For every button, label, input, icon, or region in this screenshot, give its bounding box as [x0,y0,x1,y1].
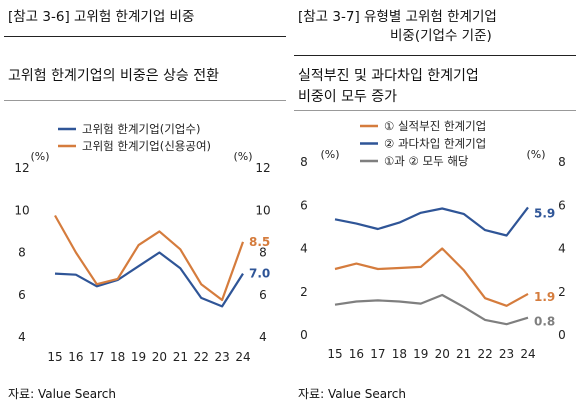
y-tick-label-left: 0 [300,328,308,342]
y-tick-label-right: 4 [558,242,566,256]
line-chart: (%) (%)0 02 24 46 68 815 16 17 18 19 20 21 22 23 241.95… [300,119,566,361]
legend-label: 고위험 한계기업(신용공여) [82,139,211,153]
series-line [334,247,529,307]
data-label-end: 1.9 [534,290,555,304]
divider [4,36,286,37]
chart-panel-right: [참고 3-7] 유형별 고위험 한계기업 비중(기업수 기준) 실적부진 및 … [290,0,580,411]
divider [294,110,576,111]
x-tick-label: 24 [235,350,250,364]
y-tick-label-left: 12 [14,161,29,175]
chart-panel-left: [참고 3-6] 고위험 한계기업 비중 고위험 한계기업의 비중은 상승 전환… [4,9,286,401]
x-tick-label: 21 [456,347,471,361]
legend-label: ① 실적부진 한계기업 [384,119,486,133]
x-tick-label: 22 [194,350,209,364]
unit-label-left: (%) [30,150,49,163]
y-tick-label-left: 6 [18,288,26,302]
x-tick-label: 20 [152,350,167,364]
source-note: 자료: Value Search [298,387,406,401]
y-tick-label-right: 0 [558,328,566,342]
y-tick-label-right: 2 [558,285,566,299]
line-chart: (%) (%) 4 4 6 6 8 8 10 10 12 12 15 16 17 18 19 20 21 22 23 24… [14,122,270,364]
x-tick-label: 17 [370,347,385,361]
y-tick-label-right: 6 [558,198,566,212]
y-tick-label-left: 8 [18,246,26,260]
x-tick-label: 19 [413,347,428,361]
y-tick-label-left: 4 [300,242,308,256]
x-tick-label: 23 [214,350,229,364]
y-tick-label-right: 4 [259,330,267,344]
x-tick-label: 18 [392,347,407,361]
series-line [334,206,529,237]
chart-header: [참고 3-6] 고위험 한계기업 비중 [8,9,195,25]
y-tick-label-left: 2 [300,285,308,299]
x-tick-label: 24 [520,347,535,361]
y-tick-label-right: 12 [255,161,270,175]
x-tick-label: 20 [435,347,450,361]
y-tick-label-right: 10 [255,203,270,217]
y-tick-label-left: 6 [300,198,308,212]
x-tick-label: 17 [89,350,104,364]
chart-header-line2: 비중(기업수 기준) [390,28,492,44]
data-label-end: 5.9 [534,206,555,220]
chart-title-line1: 실적부진 및 과다차입 한계기업 [298,68,479,84]
legend-label: 고위험 한계기업(기업수) [82,122,200,136]
legend-label: ② 과다차입 한계기업 [384,137,486,151]
chart-title-line2: 비중이 모두 증가 [298,89,398,105]
legend-label: ①과 ② 모두 해당 [384,154,469,168]
x-tick-label: 22 [477,347,492,361]
source-note: 자료: Value Search [8,387,116,401]
chart-title: 고위험 한계기업의 비중은 상승 전환 [8,68,219,84]
series-line [334,293,529,326]
x-tick-label: 19 [131,350,146,364]
x-tick-label: 21 [173,350,188,364]
y-tick-label-right: 8 [259,246,267,260]
y-tick-label-left: 4 [18,330,26,344]
y-tick-label-right: 6 [259,288,267,302]
unit-label-right: (%) [526,148,545,161]
x-tick-label: 23 [499,347,514,361]
divider [294,55,576,56]
series-line [54,214,245,302]
x-tick-label: 15 [327,347,342,361]
data-label-end: 0.8 [534,315,555,329]
y-tick-label-right: 8 [558,155,566,169]
chart-header-line1: [참고 3-7] 유형별 고위험 한계기업 [298,9,497,25]
y-tick-label-left: 8 [300,155,308,169]
data-label-end: 7.0 [249,267,270,281]
x-tick-label: 16 [68,350,83,364]
divider [4,100,286,101]
unit-label-right: (%) [233,150,252,163]
data-label-end: 8.5 [249,235,270,249]
series-line [54,251,244,308]
unit-label-left: (%) [320,148,339,161]
x-tick-label: 16 [349,347,364,361]
x-tick-label: 18 [110,350,125,364]
y-tick-label-left: 10 [14,203,29,217]
x-tick-label: 15 [47,350,62,364]
